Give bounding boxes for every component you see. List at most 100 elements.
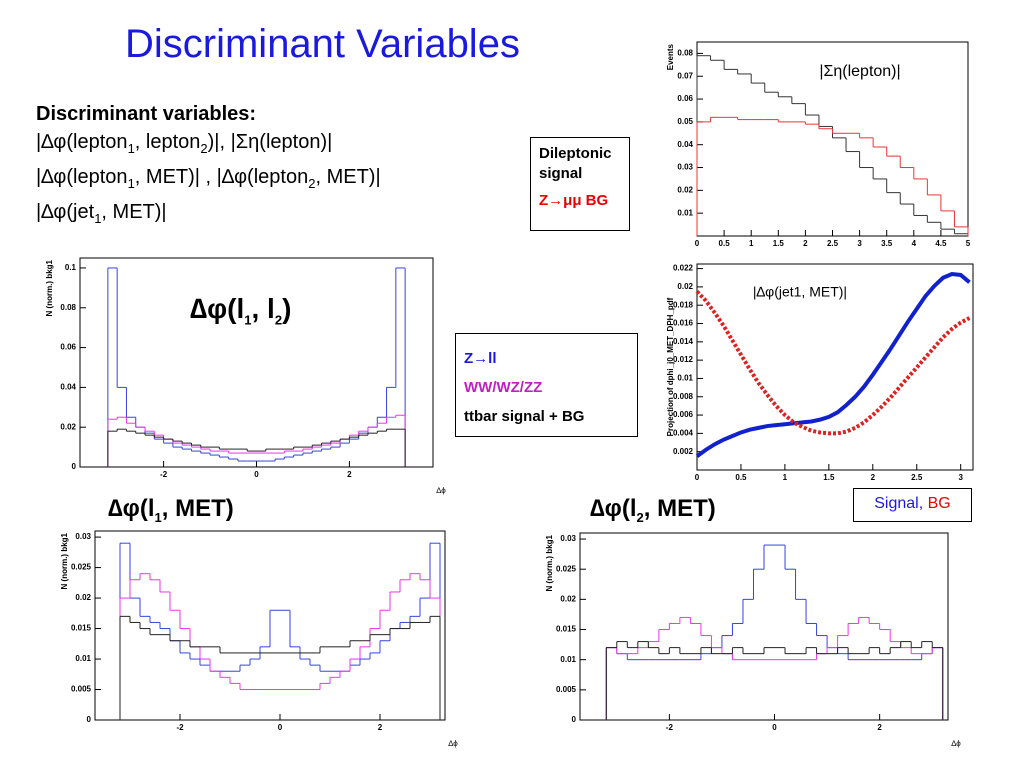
- x-tick-label: -2: [176, 723, 184, 732]
- x-tick-label: 0: [772, 723, 777, 732]
- x-tick-label: 0: [695, 473, 700, 482]
- y-tick-label: 0.004: [673, 428, 694, 437]
- plot-frame: [79, 257, 434, 468]
- text-block: Discriminant variables: |∆φ(lepton1, lep…: [36, 100, 381, 233]
- y-tick-label: 0.04: [60, 382, 76, 391]
- lines: |∆φ(lepton1, lepton2)|, |Ση(lepton)| |∆φ(…: [36, 128, 381, 233]
- y-tick-label: 0.01: [75, 654, 91, 663]
- y-tick-label: 0.05: [677, 117, 693, 126]
- subscript: 2: [308, 176, 316, 191]
- legend-item: BG: [927, 495, 951, 512]
- x-tick-label: 4: [912, 239, 917, 248]
- y-tick-label: 0.01: [677, 208, 693, 217]
- subscript: 1: [244, 312, 252, 328]
- y-axis-label: N (norm.) bkg1: [545, 534, 554, 591]
- plot-frame: [94, 530, 446, 721]
- y-tick-label: 0.018: [673, 300, 694, 309]
- y-tick-label: 0.012: [673, 355, 694, 364]
- x-tick-label: 2.5: [911, 473, 923, 482]
- text-piece: ): [282, 293, 292, 324]
- legend-item: Z→μμ BG: [539, 192, 609, 209]
- panel-title: ∆φ(l2, MET): [590, 495, 716, 525]
- legend-item: Dileptonic signal: [539, 145, 612, 182]
- y-tick-label: 0: [72, 462, 77, 471]
- y-tick-label: 0.01: [560, 655, 576, 664]
- x-tick-label: 3.5: [881, 239, 893, 248]
- text-piece: , MET): [643, 495, 716, 522]
- x-tick-label: 0.5: [719, 239, 731, 248]
- subscript: 1: [94, 211, 102, 226]
- text-line: |∆φ(lepton1, MET)| , |∆φ(lepton2, MET)|: [36, 163, 381, 198]
- y-axis-label: Events: [666, 43, 675, 70]
- y-tick-label: 0.07: [677, 71, 693, 80]
- x-tick-label: 2: [378, 723, 383, 732]
- y-axis-label: N (norm.) bkg1: [45, 259, 54, 316]
- y-tick-label: 0.04: [677, 140, 693, 149]
- legend-item: Z→ll: [464, 350, 497, 367]
- subscript: 2: [636, 509, 644, 525]
- x-axis-label: ∆ϕ: [951, 739, 961, 748]
- text-piece: , MET)| , |∆φ(lepton: [134, 166, 309, 188]
- x-tick-label: 2.5: [827, 239, 839, 248]
- text-piece: ∆φ(l: [590, 495, 637, 522]
- x-tick-label: 4.5: [935, 239, 947, 248]
- slide-title: Discriminant Variables: [125, 22, 520, 66]
- x-tick-label: 2: [347, 470, 352, 479]
- x-tick-label: 0: [254, 470, 259, 479]
- y-tick-label: 0.002: [673, 447, 694, 456]
- y-tick-label: 0.08: [677, 49, 693, 58]
- y-tick-label: 0: [572, 715, 577, 724]
- y-tick-label: 0.03: [560, 534, 576, 543]
- x-tick-label: 0.5: [735, 473, 747, 482]
- x-tick-label: 2: [871, 473, 876, 482]
- y-tick-label: 0.03: [677, 163, 693, 172]
- x-axis-label: ∆ϕ: [436, 486, 446, 495]
- y-tick-label: 0.008: [673, 392, 694, 401]
- x-tick-label: 2: [877, 723, 882, 732]
- y-tick-label: 0.02: [677, 185, 693, 194]
- x-tick-label: -2: [666, 723, 674, 732]
- text-piece: |∆φ(jet: [36, 201, 95, 223]
- x-tick-label: 1: [783, 473, 788, 482]
- annotation: |∆φ(jet1, MET)|: [753, 284, 847, 300]
- text-piece: , l: [251, 293, 275, 324]
- y-tick-label: 0.006: [673, 410, 694, 419]
- x-tick-label: 0: [278, 723, 283, 732]
- text-line: |∆φ(jet1, MET)|: [36, 198, 381, 233]
- y-tick-label: 0.016: [673, 319, 694, 328]
- heading: Discriminant variables:: [36, 103, 257, 125]
- y-tick-label: 0.02: [677, 282, 693, 291]
- x-tick-label: 2: [803, 239, 808, 248]
- subscript: 1: [127, 176, 135, 191]
- legend-item: ttbar signal + BG: [464, 408, 585, 425]
- y-tick-label: 0.03: [75, 532, 91, 541]
- y-tick-label: 0.005: [556, 685, 577, 694]
- y-tick-label: 0.02: [60, 422, 76, 431]
- x-tick-label: 5: [966, 239, 971, 248]
- panel-title: ∆φ(l1, l2): [190, 293, 291, 328]
- x-tick-label: 1.5: [773, 239, 785, 248]
- y-tick-label: 0.1: [65, 263, 77, 272]
- panel-title: ∆φ(l1, MET): [108, 495, 234, 525]
- y-tick-label: 0.02: [75, 593, 91, 602]
- legend-item: Signal,: [874, 495, 924, 512]
- subscript: 2: [274, 312, 283, 328]
- subscript: 1: [127, 141, 135, 156]
- text-piece: , lepton: [134, 131, 201, 153]
- plot-frame: [579, 532, 949, 721]
- y-tick-label: 0.02: [560, 594, 576, 603]
- text-line: |∆φ(lepton1, lepton2)|, |Ση(lepton)|: [36, 128, 381, 163]
- y-axis-label: N (norm.) bkg1: [60, 532, 69, 589]
- subscript: 1: [154, 509, 162, 525]
- text-piece: , MET)|: [101, 201, 167, 223]
- line-series: [695, 290, 971, 436]
- text-piece: ∆φ(l: [190, 293, 245, 324]
- text-piece: ∆φ(l: [108, 495, 155, 522]
- y-tick-label: 0.08: [60, 303, 76, 312]
- x-tick-label: 1.5: [823, 473, 835, 482]
- x-axis-label: ∆ϕ: [448, 739, 458, 748]
- text-piece: , MET): [161, 495, 234, 522]
- plot-frame: [696, 263, 974, 471]
- text-piece: , MET)|: [315, 166, 381, 188]
- x-tick-label: 0: [695, 239, 700, 248]
